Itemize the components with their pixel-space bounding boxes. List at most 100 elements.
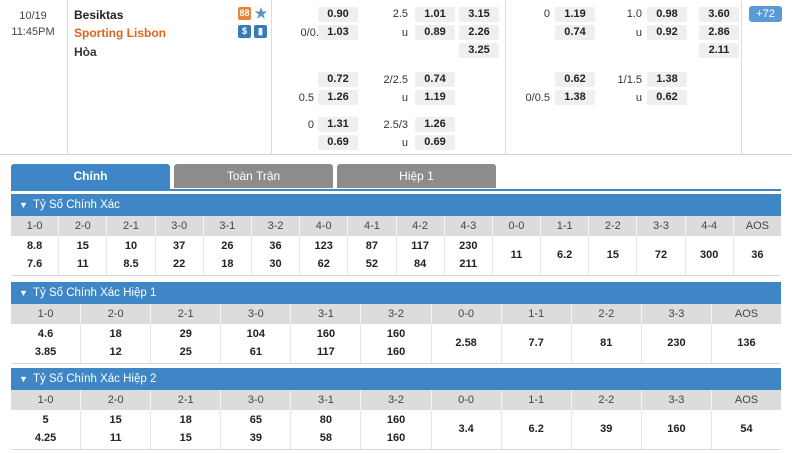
odds-cell[interactable]: 1.31 xyxy=(318,117,358,132)
odds-value[interactable]: 84 xyxy=(413,258,427,270)
tab-main[interactable]: Chính xyxy=(11,164,170,190)
odds-cell[interactable]: 0.89 xyxy=(415,25,455,40)
odds-value[interactable]: 6.2 xyxy=(528,423,544,435)
odds-value[interactable]: 15 xyxy=(109,414,122,426)
odds-value[interactable]: 12 xyxy=(109,346,122,358)
odds-value[interactable]: 6.2 xyxy=(557,249,573,261)
section-header[interactable]: ▼ Tỷ Số Chính Xác Hiệp 1 xyxy=(11,282,781,304)
odds-value[interactable]: 160 xyxy=(386,414,406,426)
odds-value[interactable]: 160 xyxy=(386,432,406,444)
odds-value[interactable]: 10 xyxy=(124,240,138,252)
odds-value[interactable]: 160 xyxy=(667,423,686,435)
odds-value[interactable]: 61 xyxy=(249,346,262,358)
odds-cell[interactable]: 3.15 xyxy=(459,7,499,22)
odds-value[interactable]: 65 xyxy=(249,414,262,426)
odds-value[interactable]: 18 xyxy=(221,258,234,270)
odds-value[interactable]: 25 xyxy=(179,346,192,358)
odds-cell[interactable]: 0.74 xyxy=(555,25,595,40)
odds-value[interactable]: 22 xyxy=(173,258,186,270)
odds-value[interactable]: 211 xyxy=(459,258,478,270)
odds-value[interactable]: 18 xyxy=(109,328,122,340)
odds-value[interactable]: 8.8 xyxy=(26,240,43,252)
odds-value[interactable]: 117 xyxy=(317,346,335,358)
odds-cell[interactable]: 1.19 xyxy=(555,7,595,22)
tab-first-half[interactable]: Hiệp 1 xyxy=(337,164,496,188)
odds-value[interactable]: 300 xyxy=(700,249,719,261)
live-score-icon[interactable]: 88 xyxy=(238,7,251,20)
home-team[interactable]: Besiktas xyxy=(74,8,124,22)
odds-cell[interactable]: 0.98 xyxy=(647,7,687,22)
stats-icon[interactable]: ▮ xyxy=(254,25,267,38)
odds-cell[interactable]: 1.26 xyxy=(415,117,455,132)
odds-value[interactable]: 87 xyxy=(365,240,379,252)
tab-full-match[interactable]: Toàn Trận xyxy=(174,164,333,188)
odds-value[interactable]: 104 xyxy=(246,328,265,340)
odds-value[interactable]: 230 xyxy=(459,240,478,252)
odds-value[interactable]: 39 xyxy=(600,423,613,435)
odds-cell[interactable]: 0.62 xyxy=(647,90,687,105)
odds-cell[interactable]: 0.74 xyxy=(415,72,455,87)
odds-value[interactable]: 5 xyxy=(42,414,49,426)
odds-value[interactable]: 11 xyxy=(510,249,523,261)
odds-cell[interactable]: 3.60 xyxy=(699,7,739,22)
odds-cell[interactable]: 0.69 xyxy=(415,135,455,150)
odds-value[interactable]: 8.5 xyxy=(123,258,139,270)
odds-value[interactable]: 29 xyxy=(179,328,192,340)
odds-value[interactable]: 11 xyxy=(109,432,122,444)
more-markets-button[interactable]: +72 xyxy=(749,6,782,22)
odds-value[interactable]: 37 xyxy=(173,240,186,252)
star-icon[interactable]: ★ xyxy=(254,5,268,21)
odds-value[interactable]: 54 xyxy=(740,423,753,435)
odds-cell[interactable]: 1.26 xyxy=(318,90,358,105)
dollar-icon[interactable]: $ xyxy=(238,25,251,38)
odds-value[interactable]: 72 xyxy=(654,249,668,261)
odds-value[interactable]: 3.4 xyxy=(458,423,474,435)
odds-value[interactable]: 39 xyxy=(249,432,262,444)
odds-cell[interactable]: 1.01 xyxy=(415,7,455,22)
odds-value[interactable]: 4.25 xyxy=(34,432,57,444)
odds-value[interactable]: 52 xyxy=(365,258,379,270)
odds-value[interactable]: 123 xyxy=(314,240,333,252)
odds-value[interactable]: 230 xyxy=(667,337,686,349)
odds-value[interactable]: 117 xyxy=(411,240,429,252)
odds-value[interactable]: 36 xyxy=(751,249,764,261)
away-team[interactable]: Sporting Lisbon xyxy=(74,26,166,40)
odds-cell[interactable]: 1.38 xyxy=(647,72,687,87)
odds-value[interactable]: 15 xyxy=(606,249,619,261)
chevron-down-icon[interactable]: ▼ xyxy=(19,374,28,384)
odds-value[interactable]: 160 xyxy=(316,328,336,340)
odds-cell[interactable]: 0.62 xyxy=(555,72,595,87)
chevron-down-icon[interactable]: ▼ xyxy=(19,288,28,298)
odds-value[interactable]: 62 xyxy=(317,258,330,270)
chevron-down-icon[interactable]: ▼ xyxy=(19,200,28,210)
odds-value[interactable]: 136 xyxy=(737,337,756,349)
odds-cell[interactable]: 3.25 xyxy=(459,43,499,58)
odds-value[interactable]: 160 xyxy=(386,328,406,340)
odds-cell[interactable]: 0.90 xyxy=(318,7,358,22)
odds-value[interactable]: 11 xyxy=(76,258,89,270)
odds-cell[interactable]: 1.19 xyxy=(415,90,455,105)
odds-value[interactable]: 18 xyxy=(179,414,192,426)
odds-cell[interactable]: 2.26 xyxy=(459,25,499,40)
odds-value[interactable]: 7.6 xyxy=(26,258,43,270)
odds-value[interactable]: 26 xyxy=(221,240,234,252)
odds-value[interactable]: 2.58 xyxy=(455,337,477,349)
odds-value[interactable]: 4.6 xyxy=(37,328,54,340)
odds-value[interactable]: 81 xyxy=(600,337,613,349)
odds-value[interactable]: 80 xyxy=(319,414,333,426)
odds-value[interactable]: 36 xyxy=(269,240,282,252)
odds-value[interactable]: 3.85 xyxy=(34,346,57,358)
odds-value[interactable]: 15 xyxy=(179,432,192,444)
section-header[interactable]: ▼ Tỷ Số Chính Xác xyxy=(11,194,781,216)
odds-cell[interactable]: 1.38 xyxy=(555,90,595,105)
odds-value[interactable]: 58 xyxy=(319,432,333,444)
odds-cell[interactable]: 0.69 xyxy=(318,135,358,150)
odds-value[interactable]: 160 xyxy=(386,346,406,358)
odds-cell[interactable]: 2.86 xyxy=(699,25,739,40)
odds-cell[interactable]: 0.72 xyxy=(318,72,358,87)
odds-cell[interactable]: 0.92 xyxy=(647,25,687,40)
odds-value[interactable]: 15 xyxy=(76,240,89,252)
odds-cell[interactable]: 2.11 xyxy=(699,43,739,58)
section-header[interactable]: ▼ Tỷ Số Chính Xác Hiệp 2 xyxy=(11,368,781,390)
odds-value[interactable]: 30 xyxy=(269,258,282,270)
